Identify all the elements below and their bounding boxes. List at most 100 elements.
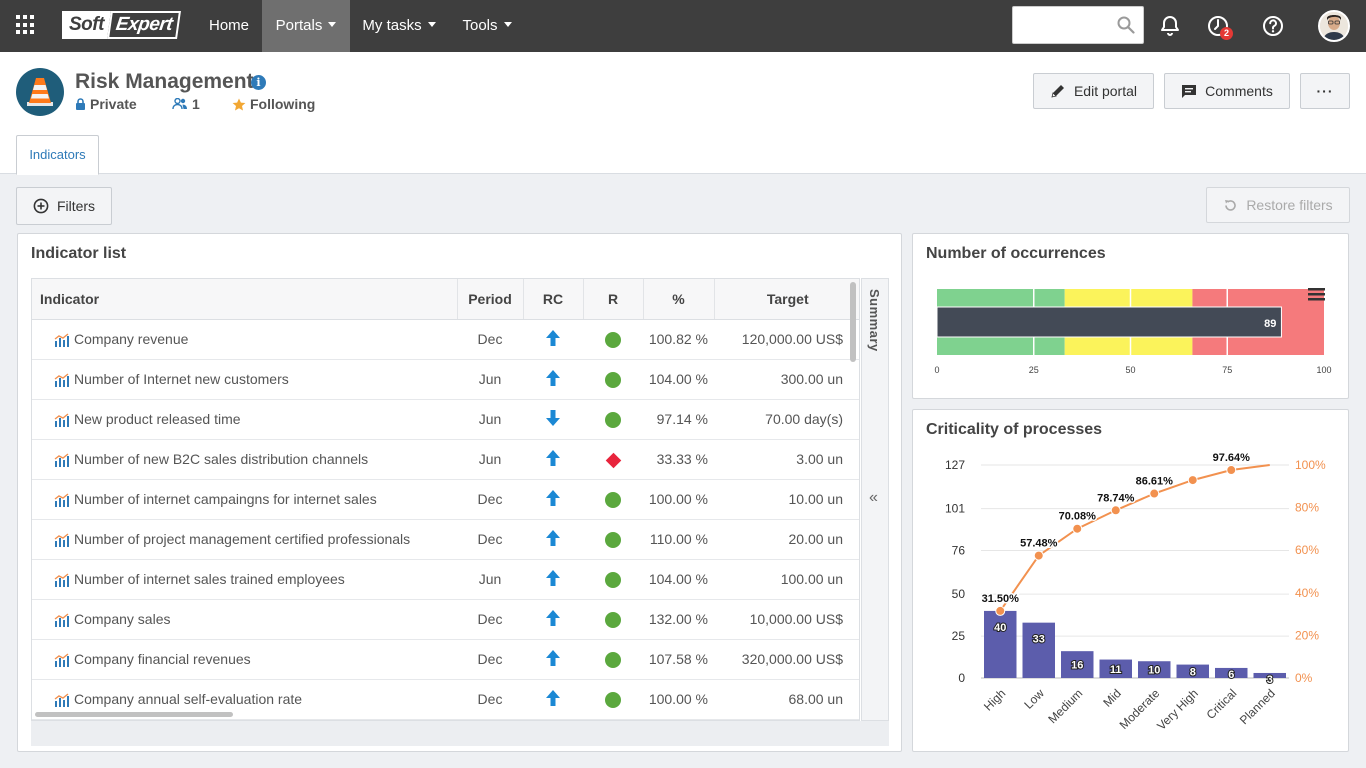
indicator-name: New product released time [74,411,241,427]
page-title: Risk Management [75,70,254,93]
column-header-period[interactable]: Period [457,279,524,320]
table-row[interactable]: Number of new B2C sales distribution cha… [32,439,859,480]
column-header-r[interactable]: R [583,279,644,320]
bar-value-label: 33 [1033,634,1045,646]
x-tick-label: Mid [1100,686,1124,710]
table-row[interactable]: Company annual self-evaluation rate Dec 10… [32,679,859,720]
y2-tick-label: 20% [1295,628,1319,642]
comments-button[interactable]: Comments [1164,73,1290,109]
indicator-name-cell[interactable]: Number of project management certified p… [32,519,457,560]
chevron-down-icon [328,22,337,27]
indicator-chart-icon [54,333,69,347]
indicator-name: Company revenue [74,331,189,347]
period-cell: Dec [457,479,523,520]
indicator-name-cell[interactable]: Number of internet campaingns for intern… [32,479,457,520]
table-row[interactable]: Company sales Dec 132.00 % 10,000.00 US$ [32,599,859,640]
indicator-name-cell[interactable]: Number of new B2C sales distribution cha… [32,439,457,480]
pencil-icon [1051,85,1064,98]
chevron-down-icon [427,22,436,27]
table-row[interactable]: New product released time Jun 97.14 % 70.00… [32,399,859,440]
tab-indicators[interactable]: Indicators [16,135,99,175]
summary-side-panel[interactable]: Summary « [861,278,889,721]
indicator-name-cell[interactable]: Number of Internet new customers [32,359,457,400]
info-icon[interactable]: i [251,75,266,90]
nav-my-tasks[interactable]: My tasks [352,0,446,52]
restore-icon [1225,199,1237,211]
collapse-arrow-icon[interactable]: « [869,489,878,506]
indicator-name: Number of project management certified p… [74,531,411,547]
y-tick-label: 25 [952,629,966,643]
column-header-indicator[interactable]: Indicator [32,279,458,320]
indicator-chart-icon [54,413,69,427]
y-tick-label: 76 [952,544,966,558]
indicator-name-cell[interactable]: Company financial revenues [32,639,457,680]
arrow-up-icon [546,569,560,586]
r-cell [583,479,643,520]
indicator-list-title: Indicator list [31,245,127,262]
menu-line [1308,288,1325,291]
members-count[interactable]: 1 [172,96,200,112]
column-header-percent[interactable]: % [643,279,715,320]
horizontal-scrollbar[interactable] [35,712,233,717]
bullet-value-bar [936,306,1282,338]
table-row[interactable]: Company revenue Dec 100.82 % 120,000.00 US$ [32,319,859,360]
bar-value-label: 16 [1071,660,1083,672]
column-header-rc[interactable]: RC [523,279,584,320]
target-cell: 100.00 un [714,559,859,600]
star-icon [232,98,246,110]
arrow-up-icon [546,369,560,386]
help-icon[interactable] [1261,14,1285,38]
rc-cell [523,639,583,680]
edit-portal-button[interactable]: Edit portal [1033,73,1154,109]
target-cell: 10,000.00 US$ [714,599,859,640]
nav-home[interactable]: Home [208,17,249,34]
rc-cell [523,399,583,440]
hamburger-menu-icon[interactable] [1308,288,1325,301]
apps-grid-icon[interactable] [16,15,36,35]
more-options-button[interactable]: ··· [1300,73,1350,109]
column-header-target[interactable]: Target [714,279,859,320]
bar [1022,622,1055,678]
nav-tools[interactable]: Tools [452,0,522,52]
y-tick-label: 101 [945,502,965,516]
indicator-chart-icon [54,573,69,587]
target-cell: 10.00 un [714,479,859,520]
cumulative-point [1072,523,1083,534]
menu-line [1308,298,1325,301]
indicator-chart-icon [54,613,69,627]
vertical-scrollbar[interactable] [850,282,856,362]
status-green-circle-icon [605,331,621,348]
table-row[interactable]: Number of internet campaingns for intern… [32,479,859,520]
percent-cell: 104.00 % [643,559,714,600]
bar [1253,672,1286,678]
table-row[interactable]: Number of project management certified p… [32,519,859,560]
x-tick-label: High [981,686,1008,713]
summary-label: Summary [867,289,882,352]
table-row[interactable]: Number of Internet new customers Jun 104.0… [32,359,859,400]
search-icon[interactable] [1117,16,1135,34]
avatar[interactable] [1318,10,1350,42]
y-tick-label: 50 [952,587,966,601]
bell-icon[interactable] [1158,14,1182,38]
indicator-name-cell[interactable]: Number of internet sales trained employe… [32,559,457,600]
table-row[interactable]: Number of internet sales trained employe… [32,559,859,600]
filters-button[interactable]: Filters [16,187,112,225]
bullet-value-label: 89 [1264,318,1276,330]
nav-portals[interactable]: Portals [262,0,350,52]
indicator-name-cell[interactable]: New product released time [32,399,457,440]
workflow-icon[interactable] [1206,14,1230,38]
bullet-tick-label: 25 [1029,365,1039,375]
following-status[interactable]: Following [232,96,315,112]
percent-cell: 110.00 % [643,519,714,560]
search-input[interactable] [1017,8,1117,42]
table-row[interactable]: Company financial revenues Dec 107.58 % 320… [32,639,859,680]
softexpert-logo[interactable]: Soft Expert [62,11,182,39]
indicator-name-cell[interactable]: Company sales [32,599,457,640]
bar [1215,667,1248,678]
status-green-circle-icon [605,491,621,508]
cumulative-label: 97.64% [1213,452,1251,464]
privacy-status: Private [75,96,137,112]
restore-filters-button[interactable]: Restore filters [1206,187,1350,223]
y2-tick-label: 60% [1295,543,1319,557]
indicator-name-cell[interactable]: Company revenue [32,319,457,360]
